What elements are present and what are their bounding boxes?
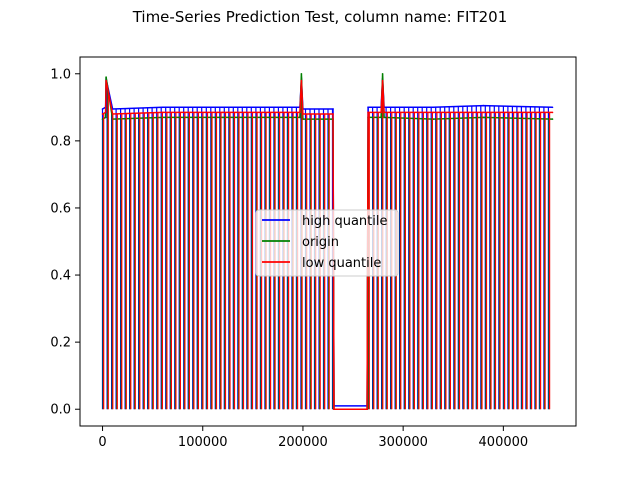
data-point [482, 116, 485, 119]
data-point [104, 116, 107, 119]
data-point [101, 118, 104, 120]
x-tick-label: 0 [98, 435, 106, 450]
data-point [222, 106, 224, 109]
data-point [367, 106, 369, 109]
data-point [380, 116, 382, 119]
chart-title: Time-Series Prediction Test, column name… [132, 8, 508, 26]
data-point [482, 111, 485, 114]
data-point [300, 79, 303, 82]
y-tick-label: 0.0 [50, 403, 71, 418]
series-line [102, 80, 553, 410]
data-point [432, 106, 435, 109]
data-point [381, 79, 384, 82]
data-point [302, 113, 304, 115]
data-point [222, 116, 224, 119]
data-point [299, 111, 301, 114]
data-point [383, 111, 385, 114]
data-point [282, 111, 284, 114]
legend-box [255, 209, 399, 277]
x-tick-label: 100000 [178, 435, 228, 450]
data-point [551, 106, 554, 109]
legend-label-high-quantile: high quantile [302, 214, 388, 229]
data-point [332, 113, 334, 115]
y-tick-label: 0.4 [50, 269, 71, 284]
data-point [300, 73, 303, 75]
data-point [551, 118, 554, 120]
data-point [333, 408, 335, 411]
legend-label-origin: origin [302, 235, 339, 250]
data-point [101, 113, 104, 115]
data-point [381, 73, 384, 75]
data-point [366, 408, 368, 411]
y-tick-label: 1.0 [50, 67, 71, 82]
data-point [299, 116, 301, 119]
data-point [367, 111, 369, 114]
y-tick-label: 0.2 [50, 336, 71, 351]
y-axis: 0.0 0.2 0.4 0.6 0.8 1.0 [50, 67, 80, 418]
data-point [105, 76, 107, 78]
axes-frame [79, 56, 577, 427]
x-tick-label: 400000 [479, 435, 529, 450]
x-tick-label: 200000 [278, 435, 328, 450]
data-point [380, 111, 382, 114]
x-tick-label: 300000 [378, 435, 428, 450]
x-axis: 0 100000 200000 300000 400000 [98, 426, 528, 450]
data-point [282, 106, 284, 109]
y-tick-label: 0.8 [50, 134, 71, 149]
legend-label-low-quantile: low quantile [302, 256, 381, 271]
plot-area [79, 56, 577, 427]
data-point [105, 79, 107, 82]
data-point [101, 108, 104, 110]
data-point [282, 116, 284, 119]
data-point [383, 116, 385, 119]
data-point [332, 108, 334, 110]
data-point [432, 111, 435, 114]
data-point [161, 111, 164, 114]
data-point [551, 111, 554, 114]
data-point [222, 111, 224, 114]
legend: high quantile origin low quantile [255, 209, 399, 277]
data-point [161, 106, 164, 109]
data-point [104, 111, 107, 114]
y-tick-label: 0.6 [50, 201, 71, 216]
data-point [111, 113, 114, 115]
data-point [482, 104, 485, 107]
